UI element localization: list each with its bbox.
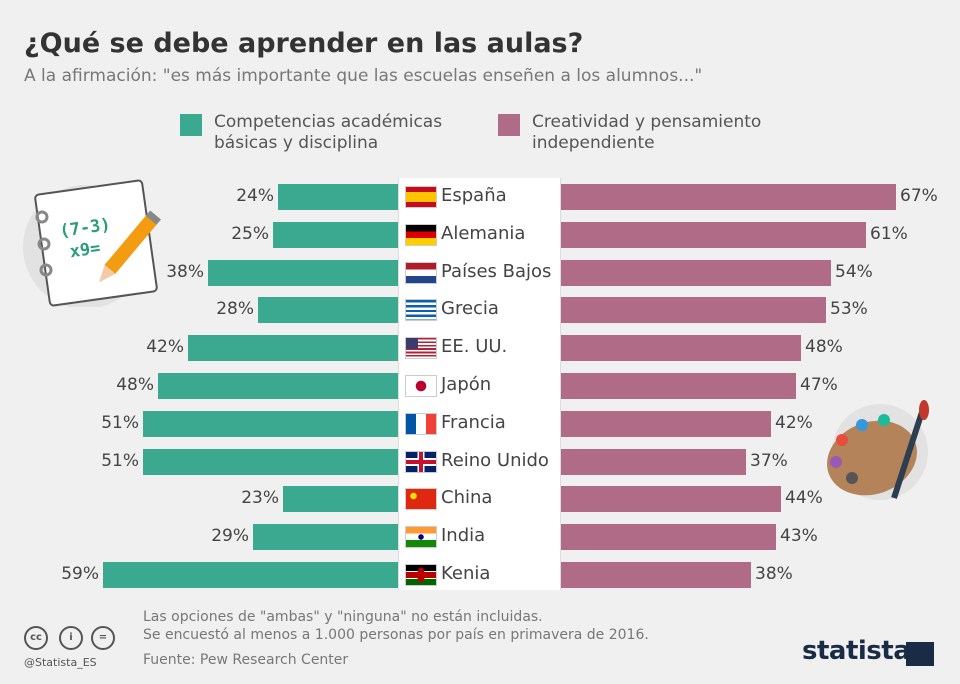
table-row: 28% Grecia 53% (0, 297, 960, 324)
statista-logo-icon (906, 642, 934, 666)
legend-swatch-creativity (498, 114, 520, 136)
bar-academic (283, 486, 398, 513)
value-label-academic: 48% (116, 375, 154, 395)
legend-label: Competencias académicas (214, 112, 443, 132)
notebook-math-icon: (7-3) x9= (23, 179, 161, 307)
table-row: 59% Kenia 38% (0, 562, 960, 588)
country-label: EE. UU. (441, 336, 508, 358)
flag-es-icon (405, 186, 437, 208)
legend-label: básicas y disciplina (214, 133, 379, 153)
value-label-academic: 51% (101, 450, 139, 471)
chart-subtitle: A la afirmación: "es más importante que … (24, 66, 703, 86)
country-label: Países Bajos (441, 260, 552, 282)
value-label-creativity: 42% (775, 412, 813, 433)
flag-gb-icon (405, 450, 437, 473)
value-label-academic: 29% (211, 526, 249, 547)
legend-creativity: Creatividad y pensamiento independiente (498, 112, 761, 154)
country-label: Reino Unido (441, 449, 549, 471)
value-label-creativity: 47% (800, 375, 838, 395)
bar-academic (143, 410, 398, 437)
country-label: Grecia (441, 298, 499, 320)
value-label-academic: 42% (146, 337, 184, 358)
value-label-creativity: 53% (830, 299, 868, 320)
statista-logo[interactable]: statista (802, 636, 911, 666)
bar-creativity (561, 184, 896, 210)
paint-palette-icon (827, 400, 929, 500)
legend-label: independiente (532, 133, 655, 153)
value-label-academic: 28% (216, 299, 254, 320)
table-row: 23% China 44% (0, 486, 960, 513)
bar-academic (158, 373, 398, 399)
value-label-creativity: 38% (755, 564, 793, 584)
legend-swatch-academic (180, 114, 202, 136)
bar-creativity (561, 373, 796, 399)
legend-label: Creatividad y pensamiento (532, 112, 762, 132)
table-row: 48% Japón 47% (0, 373, 960, 399)
value-label-academic: 38% (166, 261, 204, 282)
table-row: 29% India 43% (0, 524, 960, 551)
table-row: 42% EE. UU. 48% (0, 335, 960, 362)
legend-academic: Competencias académicas básicas y discipl… (180, 112, 442, 154)
value-label-creativity: 61% (870, 223, 908, 244)
svg-text:x9=: x9= (69, 238, 102, 262)
footnote-2: Se encuestó al menos a 1.000 personas po… (143, 627, 649, 643)
country-label: España (441, 185, 507, 206)
flag-de-icon (405, 223, 437, 246)
bar-creativity (561, 486, 781, 513)
bar-creativity (561, 448, 746, 475)
bar-creativity (561, 524, 776, 551)
table-row: 51% Reino Unido 37% (0, 448, 960, 475)
bar-academic (103, 562, 398, 588)
chart-title: ¿Qué se debe aprender en las aulas? (24, 28, 584, 59)
value-label-creativity: 44% (785, 488, 823, 509)
value-label-academic: 23% (241, 488, 279, 509)
country-label: Francia (441, 411, 506, 433)
statista-handle[interactable]: @Statista_ES (24, 656, 97, 669)
bar-academic (253, 524, 398, 551)
flag-jp-icon (405, 375, 437, 397)
country-label: China (441, 487, 493, 509)
flag-in-icon (405, 526, 437, 549)
value-label-creativity: 37% (750, 450, 788, 471)
attribution-icon[interactable]: i (59, 626, 83, 650)
country-label: Kenia (441, 563, 491, 584)
bar-academic (143, 448, 398, 475)
flag-fr-icon (405, 412, 437, 435)
flag-ke-icon (405, 564, 437, 586)
table-row: 25% Alemania 61% (0, 221, 960, 248)
bar-creativity (561, 562, 751, 588)
bar-creativity (561, 259, 831, 286)
source: Fuente: Pew Research Center (143, 652, 349, 668)
flag-cn-icon (405, 488, 437, 511)
bar-creativity (561, 221, 866, 248)
bar-academic (188, 335, 398, 362)
bar-creativity (561, 410, 771, 437)
bar-academic (278, 184, 398, 210)
value-label-creativity: 48% (805, 337, 843, 358)
value-label-academic: 24% (236, 186, 274, 206)
footnote-1: Las opciones de "ambas" y "ninguna" no e… (143, 609, 543, 625)
value-label-creativity: 67% (900, 186, 938, 206)
country-label: India (441, 525, 486, 547)
flag-nl-icon (405, 261, 437, 284)
value-label-academic: 59% (61, 564, 99, 584)
flag-us-icon (405, 337, 437, 360)
value-label-creativity: 43% (780, 526, 818, 547)
country-label: Japón (441, 374, 492, 395)
flag-gr-icon (405, 299, 437, 322)
value-label-creativity: 54% (835, 261, 873, 282)
table-row: 51% Francia 42% (0, 410, 960, 437)
bar-creativity (561, 335, 801, 362)
no-derivatives-icon[interactable]: = (91, 626, 115, 650)
bar-academic (258, 297, 398, 324)
country-label: Alemania (441, 222, 526, 244)
bar-academic (273, 221, 398, 248)
cc-license-icon[interactable]: cc (24, 626, 48, 650)
table-row: 38% Países Bajos 54% (0, 259, 960, 286)
table-row: 24% España 67% (0, 184, 960, 210)
value-label-academic: 51% (101, 412, 139, 433)
value-label-academic: 25% (231, 223, 269, 244)
bar-academic (208, 259, 398, 286)
bar-creativity (561, 297, 826, 324)
